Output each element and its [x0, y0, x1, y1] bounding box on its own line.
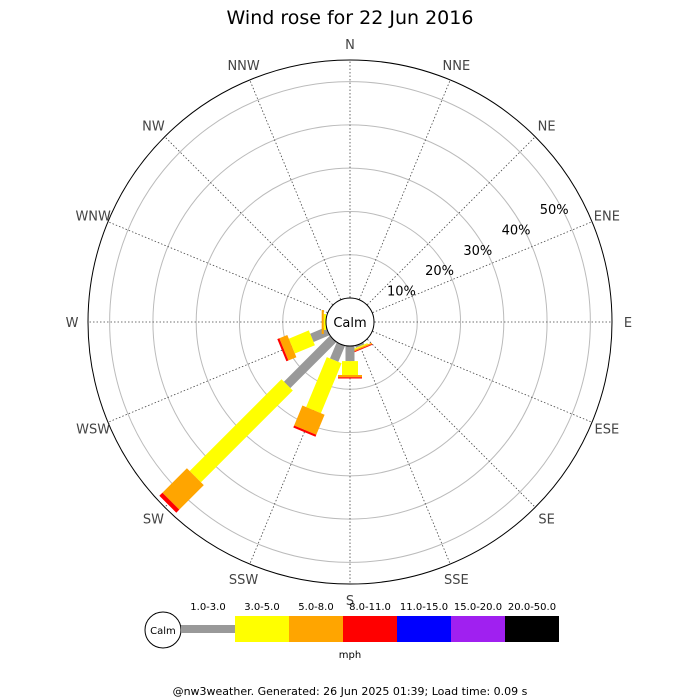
- direction-label-sse: SSE: [444, 573, 469, 588]
- direction-labels: N NNE NE ENE E ESE SE SSE S SSW SW WSW W WNW NW NNW: [66, 38, 633, 609]
- direction-label-e: E: [624, 316, 632, 331]
- legend-unit: mph: [339, 650, 361, 661]
- polar-grid: [87, 59, 613, 585]
- direction-label-nnw: NNW: [227, 59, 259, 74]
- bar-wsw-8.0-11.0: [277, 338, 289, 362]
- wind-bars: [159, 310, 373, 513]
- direction-label-ne: NE: [538, 119, 556, 134]
- spoke-nnw: [249, 79, 351, 323]
- percent-label-30: 30%: [463, 244, 492, 259]
- percent-label-50: 50%: [540, 203, 569, 218]
- bar-ssw-1.0-3.0: [330, 342, 345, 362]
- bar-sw-5.0-8.0: [162, 468, 204, 510]
- calm-circle: [325, 297, 375, 347]
- percent-labels: 10% 20% 30% 40% 50%: [387, 203, 569, 299]
- direction-label-s: S: [346, 594, 354, 609]
- legend-range-1.0-3.0: 1.0-3.0: [190, 602, 225, 613]
- spoke-wnw: [107, 221, 351, 323]
- percent-label-20: 20%: [425, 264, 454, 279]
- legend-swatch-15.0-20.0: [451, 616, 505, 642]
- ring-20: [238, 210, 462, 434]
- calm-label: Calm: [333, 316, 366, 331]
- bar-wsw-5.0-8.0: [279, 335, 297, 361]
- legend-swatch-5.0-8.0: [289, 616, 343, 642]
- chart-title: Wind rose for 22 Jun 2016: [227, 7, 474, 29]
- spoke-ssw: [249, 321, 351, 565]
- bar-ssw-5.0-8.0: [294, 405, 325, 435]
- bar-s-1.0-3.0: [345, 346, 355, 362]
- spoke-ene: [349, 221, 593, 323]
- legend-range-3.0-5.0: 3.0-5.0: [244, 602, 279, 613]
- bar-ssw-3.0-5.0: [306, 357, 342, 414]
- spoke-wsw: [107, 321, 351, 423]
- bar-s-3.0-5.0: [342, 361, 358, 375]
- legend-range-15.0-20.0: 15.0-20.0: [454, 602, 502, 613]
- spoke-se: [349, 321, 536, 508]
- spoke-ne: [349, 136, 536, 323]
- legend-range-20.0-50.0: 20.0-50.0: [508, 602, 556, 613]
- spoke-nw: [164, 136, 351, 323]
- legend-swatch-11.0-15.0: [397, 616, 451, 642]
- spoke-nne: [349, 79, 451, 323]
- bar-wsw-1.0-3.0: [310, 327, 330, 342]
- percent-label-10: 10%: [387, 284, 416, 299]
- legend-swatch-1.0-3.0: [181, 625, 235, 633]
- direction-label-se: SE: [538, 513, 554, 528]
- direction-label-ene: ENE: [594, 210, 620, 225]
- bar-sse-5.0-8.0: [349, 342, 373, 354]
- footer-text: @nw3weather. Generated: 26 Jun 2025 01:3…: [173, 685, 528, 698]
- direction-label-nw: NW: [142, 119, 165, 134]
- bar-s-5.0-8.0: [338, 375, 362, 378]
- bar-sse-3.0-5.0: [352, 343, 368, 351]
- bar-sw-3.0-5.0: [189, 379, 293, 483]
- ring-30: [195, 167, 505, 477]
- direction-label-ssw: SSW: [229, 573, 259, 588]
- legend-swatch-8.0-11.0: [343, 616, 397, 642]
- bar-w-3.0-5.0: [323, 314, 326, 330]
- direction-label-w: W: [66, 316, 79, 331]
- spoke-ese: [349, 321, 593, 423]
- bar-sse-1.0-3.0: [355, 342, 365, 348]
- spoke-sse: [349, 321, 451, 565]
- outer-ring: [87, 59, 613, 585]
- direction-label-wsw: WSW: [76, 422, 110, 437]
- bar-wsw-3.0-5.0: [288, 330, 315, 354]
- calm-center: Calm: [325, 297, 375, 347]
- speed-legend: Calm mph 1.0-3.0 3.0-5.0 5.0-8.0 8.0-11.0 11…: [144, 602, 559, 661]
- bar-ssw-8.0-11.0: [293, 425, 317, 437]
- bar-sw-1.0-3.0: [283, 335, 337, 389]
- direction-label-sw: SW: [143, 513, 164, 528]
- direction-label-ese: ESE: [594, 422, 619, 437]
- legend-swatch-20.0-50.0: [505, 616, 559, 642]
- legend-calm-label: Calm: [150, 626, 176, 637]
- direction-label-n: N: [345, 38, 355, 53]
- bar-sw-8.0-11.0: [159, 492, 180, 513]
- legend-swatch-3.0-5.0: [235, 616, 289, 642]
- legend-range-5.0-8.0: 5.0-8.0: [298, 602, 333, 613]
- direction-label-nne: NNE: [443, 59, 471, 74]
- bar-s-8.0-11.0: [338, 377, 362, 379]
- percent-label-40: 40%: [502, 223, 531, 238]
- legend-range-8.0-11.0: 8.0-11.0: [349, 602, 391, 613]
- bar-w-5.0-8.0: [321, 310, 324, 334]
- legend-range-11.0-15.0: 11.0-15.0: [400, 602, 448, 613]
- ring-50: [109, 81, 591, 563]
- direction-label-wnw: WNW: [75, 210, 111, 225]
- bar-sse-8.0-11.0: [349, 344, 373, 354]
